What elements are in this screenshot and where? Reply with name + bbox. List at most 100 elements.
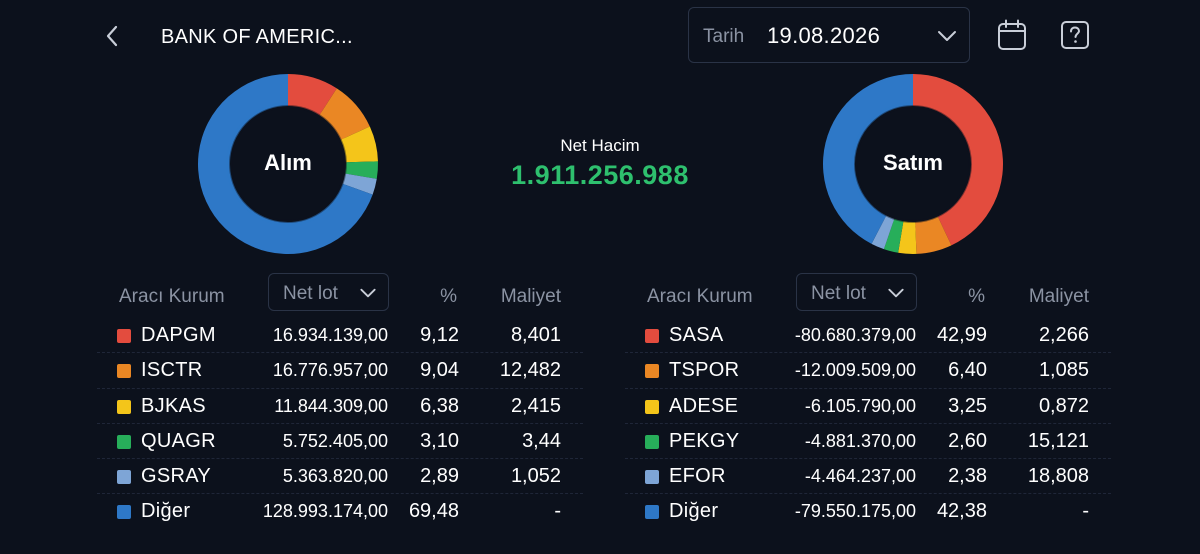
cost-value: 2,415	[510, 394, 561, 417]
donut-inner-band-1	[915, 216, 940, 226]
table-row[interactable]: GSRAY 5.363.820,00 2,89 1,052	[97, 459, 583, 495]
net-lot-value: 11.844.309,00	[274, 395, 388, 416]
cost-value: 8,401	[510, 324, 561, 346]
donut-inner-band-2	[902, 221, 916, 226]
donut-inner-band-1	[319, 111, 345, 140]
color-swatch	[117, 470, 131, 485]
column-header-percent: %	[440, 286, 457, 307]
chevron-down-icon	[938, 31, 956, 41]
donut-hole	[857, 108, 969, 220]
buy-chart-label: Alım	[264, 150, 312, 175]
table-row[interactable]: Diğer -79.550.175,00 42,38 -	[625, 494, 1111, 529]
help-icon	[1061, 21, 1089, 49]
donut-inner-band-2	[340, 138, 350, 163]
sell-table: Aracı Kurum Net lot % Maliyet SASA -80.68…	[625, 272, 1111, 530]
percent-value: 9,12	[420, 324, 459, 346]
help-button[interactable]	[1059, 18, 1091, 52]
percent-value: 6,40	[948, 359, 987, 382]
broker-code: Diğer	[141, 500, 191, 523]
table-row[interactable]: ADESE -6.105.790,00 3,25 0,872	[625, 389, 1111, 424]
net-lot-value: -6.105.790,00	[804, 395, 916, 416]
date-selector[interactable]: Tarih 19.08.2026	[688, 7, 970, 63]
table-row[interactable]: EFOR -4.464.237,00 2,38 18,808	[625, 459, 1111, 495]
table-row[interactable]: TSPOR -12.009.509,00 6,40 1,085	[625, 353, 1111, 389]
donut-slice-3	[883, 219, 904, 253]
calendar-button[interactable]	[996, 18, 1028, 52]
percent-value: 9,04	[420, 359, 459, 382]
donut-inner-band-5	[851, 102, 914, 220]
cost-value: 3,44	[522, 429, 561, 452]
broker-code: EFOR	[669, 465, 726, 488]
broker-code: DAPGM	[141, 324, 216, 346]
donut-slice-1	[319, 88, 370, 140]
percent-value: 42,99	[936, 324, 987, 346]
percent-value: 6,38	[420, 394, 459, 417]
column-header-percent: %	[968, 286, 985, 307]
broker-code: ISCTR	[141, 359, 203, 382]
net-lot-value: -12.009.509,00	[794, 360, 916, 381]
sell-sort-dropdown[interactable]: Net lot	[796, 273, 917, 311]
color-swatch	[117, 329, 131, 343]
sell-table-header: Aracı Kurum Net lot % Maliyet	[625, 272, 1111, 318]
broker-code: ADESE	[669, 394, 739, 417]
net-lot-value: 5.363.820,00	[282, 466, 388, 487]
back-button[interactable]	[98, 20, 126, 52]
color-swatch	[117, 364, 131, 379]
cost-value: 2,266	[1038, 324, 1089, 346]
table-row[interactable]: QUAGR 5.752.405,00 3,10 3,44	[97, 424, 583, 460]
color-swatch	[645, 505, 659, 520]
donut-slice-2	[341, 126, 378, 163]
sell-chart-label: Satım	[883, 150, 943, 175]
percent-value: 2,60	[948, 429, 987, 452]
donut-slice-0	[913, 74, 1003, 246]
cost-value: -	[554, 500, 561, 523]
table-row[interactable]: ISCTR 16.776.957,00 9,04 12,482	[97, 353, 583, 389]
percent-value: 3,10	[420, 429, 459, 452]
column-header-broker: Aracı Kurum	[647, 286, 753, 307]
color-swatch	[645, 399, 659, 414]
column-header-cost: Maliyet	[1028, 286, 1089, 307]
table-row[interactable]: Diğer 128.993.174,00 69,48 -	[97, 494, 583, 529]
page-title: BANK OF AMERIC...	[161, 26, 353, 48]
net-lot-value: 128.993.174,00	[262, 501, 388, 522]
date-label: Tarih	[703, 26, 745, 47]
cost-value: 15,121	[1027, 429, 1089, 452]
net-volume-value: 1.911.256.988	[511, 160, 689, 190]
donut-inner-band-0	[287, 102, 322, 116]
sell-table-body: SASA -80.680.379,00 42,99 2,266 TSPOR -12.009…	[625, 318, 1111, 530]
net-lot-value: -80.680.379,00	[794, 325, 916, 345]
color-swatch	[117, 434, 131, 449]
table-row[interactable]: BJKAS 11.844.309,00 6,38 2,415	[97, 389, 583, 424]
date-value: 19.08.2026	[767, 23, 881, 48]
percent-value: 2,38	[948, 465, 987, 488]
cost-value: 18,808	[1027, 465, 1089, 488]
net-lot-value: 5.752.405,00	[282, 430, 388, 451]
donut-slice-4	[871, 216, 894, 250]
net-lot-value: -79.550.175,00	[794, 501, 916, 522]
net-lot-value: 16.776.957,00	[272, 360, 388, 381]
table-row[interactable]: SASA -80.680.379,00 42,99 2,266	[625, 318, 1111, 354]
chevron-down-icon	[888, 288, 904, 298]
donut-inner-band-0	[912, 102, 975, 221]
broker-code: PEKGY	[669, 429, 740, 452]
percent-value: 69,48	[408, 500, 459, 523]
net-lot-value: 16.934.139,00	[272, 325, 388, 345]
column-header-cost: Maliyet	[500, 286, 561, 307]
cost-value: 1,052	[510, 465, 561, 488]
chevron-left-icon	[106, 25, 118, 47]
sell-donut-chart: Satım	[821, 72, 1005, 256]
net-lot-value: -4.464.237,00	[804, 466, 916, 487]
cost-value: 12,482	[499, 359, 561, 382]
buy-sort-dropdown[interactable]: Net lot	[268, 273, 389, 311]
broker-code: QUAGR	[141, 429, 216, 452]
buy-table: Aracı Kurum Net lot % Maliyet DAPGM 16.93…	[97, 272, 583, 530]
sort-label: Net lot	[811, 283, 866, 304]
broker-code: SASA	[669, 324, 724, 346]
table-row[interactable]: PEKGY -4.881.370,00 2,60 15,121	[625, 424, 1111, 460]
chevron-down-icon	[360, 288, 376, 298]
donut-inner-band-4	[342, 173, 350, 186]
buy-donut-chart: Alım	[196, 72, 380, 256]
table-row[interactable]: DAPGM 16.934.139,00 9,12 8,401	[97, 318, 583, 354]
broker-code: GSRAY	[141, 465, 212, 488]
donut-slice-4	[343, 173, 377, 195]
